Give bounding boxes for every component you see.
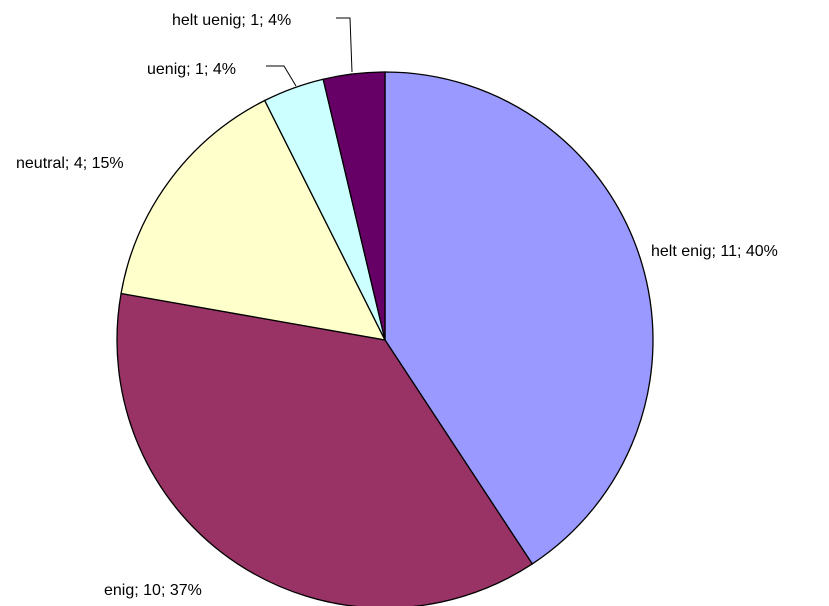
slice-enig xyxy=(116,292,534,606)
slice-helt-uenig xyxy=(322,71,386,341)
slice-neutral xyxy=(120,99,387,341)
data-label-helt-enig: helt enig; 11; 40% xyxy=(651,243,778,260)
leader-line-uenig xyxy=(266,65,297,87)
data-label-uenig: uenig; 1; 4% xyxy=(147,61,236,78)
data-labels: helt enig; 11; 40% enig; 10; 37% neutral… xyxy=(16,12,778,599)
leader-line-helt-uenig xyxy=(336,17,353,73)
data-label-neutral: neutral; 4; 15% xyxy=(16,155,124,172)
data-label-enig: enig; 10; 37% xyxy=(104,582,202,599)
leader-lines xyxy=(266,17,353,87)
pie-slices xyxy=(116,71,654,606)
data-label-helt-uenig: helt uenig; 1; 4% xyxy=(172,12,291,29)
